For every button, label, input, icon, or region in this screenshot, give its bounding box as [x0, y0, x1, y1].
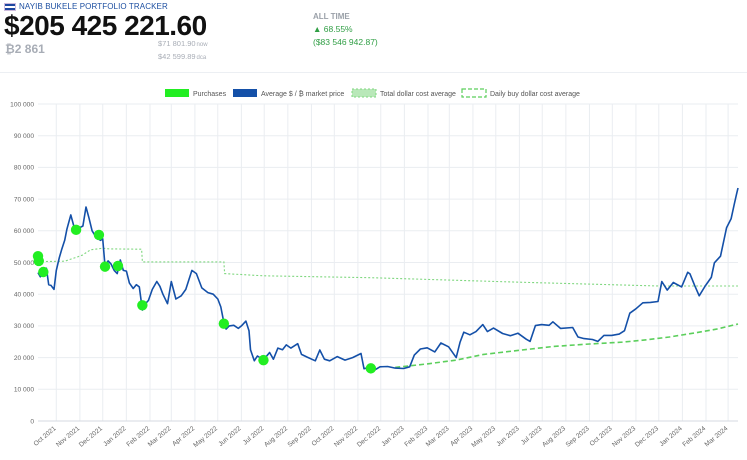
x-tick-label: Sep 2023 — [565, 425, 591, 449]
brand-title-text: NAYIB BUKELE PORTFOLIO TRACKER — [19, 2, 168, 11]
y-tick-label: 50 000 — [14, 260, 35, 267]
all-time-usd: ($83 546 942.87) — [313, 37, 378, 47]
x-tick-label: Jan 2024 — [658, 425, 684, 448]
y-tick-label: 70 000 — [14, 196, 35, 203]
x-tick-label: May 2023 — [470, 425, 497, 449]
daily-dca-series-line — [395, 323, 739, 369]
x-tick-label: Jun 2022 — [217, 425, 243, 448]
el-salvador-flag-icon — [4, 2, 16, 11]
x-tick-label: Jan 2022 — [102, 425, 128, 448]
y-tick-label: 30 000 — [14, 323, 35, 330]
dca-price-value: $42 599.89 — [158, 52, 196, 61]
dca-price-unit: dca — [196, 55, 207, 61]
x-tick-label: Dec 2022 — [356, 425, 382, 449]
x-tick-label: Oct 2021 — [33, 425, 58, 448]
header-divider — [0, 72, 747, 73]
y-tick-label: 20 000 — [14, 355, 35, 362]
x-tick-label: Oct 2022 — [311, 425, 336, 448]
x-tick-label: Jan 2023 — [380, 425, 406, 448]
y-tick-label: 40 000 — [14, 292, 35, 299]
y-tick-label: 60 000 — [14, 228, 35, 235]
x-tick-label: Nov 2023 — [611, 425, 637, 449]
portfolio-header: NAYIB BUKELE PORTFOLIO TRACKER $205 425 … — [0, 0, 747, 72]
brand-title[interactable]: NAYIB BUKELE PORTFOLIO TRACKER — [4, 2, 168, 11]
y-tick-label: 100 000 — [10, 101, 34, 108]
x-tick-label: Nov 2022 — [333, 425, 359, 449]
legend-daily-dca-swatch — [461, 88, 487, 98]
y-tick-label: 10 000 — [14, 387, 35, 394]
dca-price: $42 599.89dca — [158, 52, 206, 61]
legend-purchases-swatch — [165, 89, 189, 97]
legend-price-label: Average $ / ₿ market price — [261, 90, 344, 98]
x-tick-label: Feb 2024 — [681, 425, 707, 448]
current-price-unit: now — [196, 42, 208, 48]
x-tick-label: Aug 2023 — [541, 425, 567, 449]
x-tick-label: May 2022 — [192, 425, 219, 449]
x-tick-label: Jun 2023 — [495, 425, 521, 448]
all-time-percent: ▲ 68.55% — [313, 24, 353, 34]
total-dca-series-line — [37, 247, 738, 287]
x-tick-label: Mar 2022 — [147, 425, 173, 448]
purchase-marker — [99, 261, 111, 272]
legend-price-swatch — [233, 89, 257, 97]
x-tick-label: Oct 2023 — [589, 425, 614, 448]
y-tick-label: 90 000 — [14, 133, 35, 140]
purchase-marker — [258, 354, 269, 366]
purchase-marker — [38, 266, 49, 278]
x-tick-label: Nov 2021 — [55, 425, 81, 449]
purchase-marker — [70, 224, 82, 236]
x-tick-label: Aug 2022 — [263, 425, 289, 449]
legend-purchases-label: Purchases — [193, 91, 227, 98]
purchase-marker — [365, 363, 377, 374]
legend-daily-dca-label: Daily buy dollar cost average — [490, 91, 580, 98]
y-tick-label: 80 000 — [14, 165, 35, 172]
btc-holdings: ₿2 861 — [5, 42, 45, 56]
purchase-marker — [112, 260, 124, 272]
x-tick-label: Dec 2023 — [634, 425, 660, 449]
current-price: $71 801.90now — [158, 39, 208, 48]
y-tick-label: 0 — [30, 418, 34, 425]
x-tick-label: Mar 2024 — [704, 425, 730, 448]
x-tick-label: Mar 2023 — [425, 425, 451, 448]
price-series-line — [37, 187, 739, 372]
current-price-value: $71 801.90 — [158, 39, 196, 48]
all-time-label: ALL TIME — [313, 12, 350, 21]
purchase-marker — [93, 229, 105, 241]
purchase-marker — [218, 318, 230, 329]
x-tick-label: Sep 2022 — [287, 425, 313, 449]
legend-total-dca-swatch — [351, 88, 377, 98]
purchase-marker — [137, 300, 148, 311]
x-tick-label: Dec 2021 — [78, 425, 104, 449]
legend-total-dca-label: Total dollar cost average — [380, 91, 456, 98]
portfolio-total-value: $205 425 221.60 — [4, 10, 207, 41]
price-chart: 0 10 000 20 000 30 000 40 000 50 000 60 000 70 … — [10, 88, 739, 449]
purchase-marker — [33, 255, 44, 267]
